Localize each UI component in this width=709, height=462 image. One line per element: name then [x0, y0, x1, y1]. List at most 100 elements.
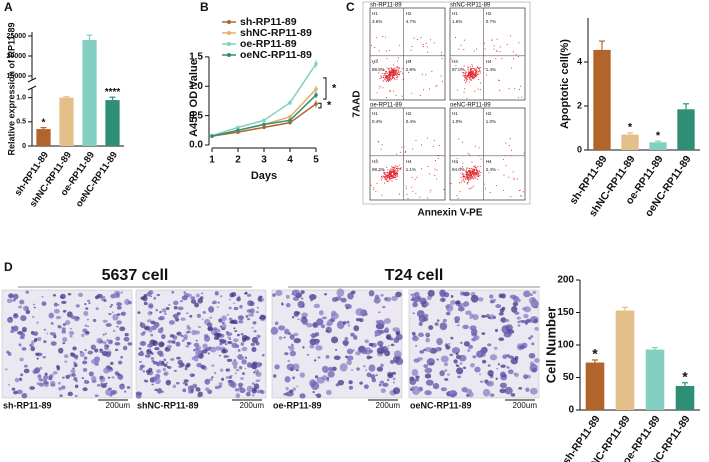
cell — [175, 382, 180, 385]
cell — [390, 343, 395, 347]
cell — [107, 376, 111, 379]
event-dot — [460, 44, 462, 46]
cell — [176, 331, 182, 336]
quadrant-name: H4 — [486, 59, 492, 64]
cell — [191, 329, 197, 336]
cell — [236, 355, 240, 359]
cell — [511, 305, 518, 313]
flow-title: oe-RP11-89 — [370, 103, 403, 109]
cell — [229, 374, 233, 377]
event-dot — [473, 78, 475, 80]
cell — [434, 322, 439, 326]
cell — [417, 357, 423, 361]
cell — [156, 369, 162, 374]
event-dot — [395, 67, 397, 69]
cell — [309, 344, 315, 349]
cell — [426, 358, 435, 366]
quadrant-percent: 2.9% — [406, 67, 416, 72]
cell — [391, 371, 397, 375]
cell — [200, 292, 204, 295]
significance: * — [628, 122, 633, 134]
cell — [173, 369, 177, 372]
event-dot — [470, 187, 472, 189]
scale-label: 200um — [513, 401, 538, 410]
cell — [462, 291, 470, 297]
cell — [86, 325, 90, 328]
event-dot — [440, 54, 442, 56]
cell — [32, 303, 36, 306]
cell — [112, 313, 119, 321]
point — [236, 125, 240, 130]
cell — [126, 386, 131, 389]
y-tick-label: 20000 — [7, 53, 27, 60]
event-dot — [389, 171, 391, 173]
cell — [315, 345, 323, 351]
cell — [350, 332, 355, 337]
cell — [456, 364, 460, 368]
event-dot — [485, 188, 487, 190]
cell — [231, 292, 237, 297]
cell — [450, 336, 454, 340]
cell — [237, 382, 244, 387]
event-dot — [471, 77, 473, 79]
cell — [376, 319, 385, 328]
event-dot — [411, 92, 413, 94]
cell — [144, 325, 151, 331]
event-dot — [392, 174, 394, 176]
event-dot — [385, 36, 387, 38]
cell — [150, 311, 153, 314]
cell — [158, 331, 161, 333]
cell — [395, 357, 404, 365]
event-dot — [396, 168, 398, 170]
cell — [220, 368, 224, 372]
event-dot — [398, 164, 400, 166]
event-dot — [474, 175, 476, 177]
cell — [325, 326, 332, 334]
cell — [340, 297, 347, 303]
event-dot — [391, 174, 393, 176]
event-dot — [423, 89, 425, 91]
event-dot — [375, 190, 377, 192]
event-dot — [469, 79, 471, 81]
cell — [274, 321, 279, 326]
cell — [9, 316, 12, 320]
cell — [392, 377, 396, 381]
event-dot — [380, 176, 382, 178]
cell — [110, 361, 114, 366]
cell — [159, 311, 162, 314]
event-dot — [388, 173, 390, 175]
cell — [510, 393, 516, 397]
event-dot — [381, 144, 383, 146]
cell — [100, 383, 107, 389]
cell — [127, 300, 132, 305]
cell — [161, 390, 165, 393]
event-dot — [398, 67, 400, 69]
cell — [62, 376, 65, 379]
cell — [65, 374, 70, 379]
event-dot — [390, 73, 392, 75]
event-dot — [475, 169, 477, 171]
event-dot — [443, 188, 445, 191]
event-dot — [517, 56, 519, 58]
event-dot — [380, 148, 382, 150]
event-dot — [459, 182, 461, 184]
event-dot — [385, 172, 387, 174]
y-axis-label: Relative expression of RP11-89 — [6, 22, 16, 155]
event-dot — [387, 171, 389, 174]
y-tick-label: 0 — [568, 405, 574, 416]
cell — [436, 337, 443, 346]
cell — [318, 310, 324, 316]
cell — [345, 355, 348, 359]
event-dot — [503, 174, 505, 176]
cell — [218, 354, 222, 357]
bar — [82, 40, 97, 146]
event-dot — [469, 69, 471, 71]
cell — [257, 297, 262, 302]
cell — [240, 377, 244, 381]
cell — [514, 372, 519, 377]
event-dot — [462, 176, 464, 178]
event-dot — [508, 144, 510, 147]
cell — [171, 340, 176, 344]
event-dot — [387, 75, 389, 77]
event-dot — [389, 170, 391, 172]
